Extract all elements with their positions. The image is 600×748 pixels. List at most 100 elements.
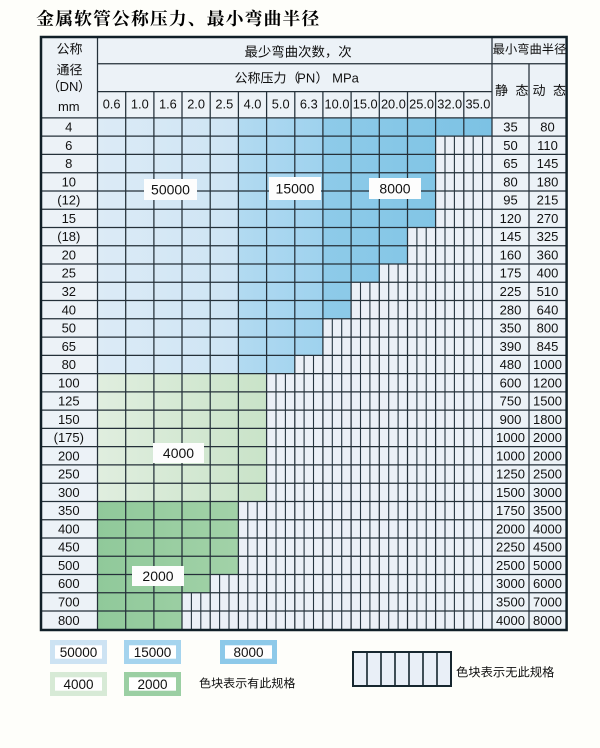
svg-text:300: 300 — [58, 485, 80, 500]
svg-text:3000: 3000 — [496, 576, 525, 591]
svg-text:1200: 1200 — [533, 375, 562, 390]
svg-text:2000: 2000 — [142, 568, 173, 584]
svg-text:25.0: 25.0 — [409, 97, 434, 112]
svg-text:2000: 2000 — [496, 521, 525, 536]
svg-text:25: 25 — [62, 266, 76, 281]
svg-text:4000: 4000 — [63, 677, 93, 692]
svg-text:1800: 1800 — [533, 412, 562, 427]
svg-text:6: 6 — [65, 138, 72, 153]
svg-text:2500: 2500 — [533, 467, 562, 482]
svg-text:3500: 3500 — [533, 503, 562, 518]
svg-text:145: 145 — [537, 156, 559, 171]
svg-text:6.3: 6.3 — [300, 97, 318, 112]
svg-text:120: 120 — [500, 211, 522, 226]
svg-text:6000: 6000 — [533, 576, 562, 591]
svg-text:900: 900 — [500, 412, 522, 427]
svg-text:DN: DN — [60, 79, 79, 94]
svg-text:800: 800 — [537, 321, 559, 336]
svg-text:50: 50 — [62, 321, 76, 336]
svg-text:8: 8 — [65, 156, 72, 171]
svg-text:350: 350 — [500, 321, 522, 336]
svg-text:390: 390 — [500, 339, 522, 354]
svg-text:95: 95 — [503, 193, 517, 208]
svg-text:360: 360 — [537, 248, 559, 263]
svg-text:10: 10 — [62, 174, 76, 189]
svg-text:4500: 4500 — [533, 540, 562, 555]
svg-text:40: 40 — [62, 302, 76, 317]
svg-text:PN: PN — [297, 71, 315, 86]
svg-text:80: 80 — [62, 357, 76, 372]
svg-text:2000: 2000 — [533, 430, 562, 445]
svg-text:15.0: 15.0 — [353, 97, 378, 112]
svg-text:1000: 1000 — [496, 448, 525, 463]
svg-text:65: 65 — [503, 156, 517, 171]
svg-text:270: 270 — [537, 211, 559, 226]
svg-text:250: 250 — [58, 467, 80, 482]
svg-text:480: 480 — [500, 357, 522, 372]
svg-text:80: 80 — [540, 120, 554, 135]
svg-text:1250: 1250 — [496, 467, 525, 482]
svg-text:180: 180 — [537, 174, 559, 189]
svg-text:500: 500 — [58, 558, 80, 573]
svg-text:200: 200 — [58, 448, 80, 463]
svg-text:400: 400 — [58, 521, 80, 536]
svg-text:MPa: MPa — [332, 71, 360, 86]
svg-text:7000: 7000 — [533, 595, 562, 610]
svg-text:450: 450 — [58, 540, 80, 555]
svg-text:600: 600 — [500, 375, 522, 390]
svg-text:5000: 5000 — [533, 558, 562, 573]
svg-text:145: 145 — [500, 229, 522, 244]
svg-text:0.6: 0.6 — [103, 97, 121, 112]
svg-text:20.0: 20.0 — [381, 97, 406, 112]
svg-text:280: 280 — [500, 302, 522, 317]
svg-text:225: 225 — [500, 284, 522, 299]
svg-text:35.0: 35.0 — [465, 97, 490, 112]
svg-text:510: 510 — [537, 284, 559, 299]
svg-text:(175): (175) — [54, 430, 84, 445]
svg-text:15000: 15000 — [134, 645, 172, 660]
svg-text:600: 600 — [58, 576, 80, 591]
svg-text:350: 350 — [58, 503, 80, 518]
svg-text:32: 32 — [62, 284, 76, 299]
svg-text:1.6: 1.6 — [159, 97, 177, 112]
svg-text:50000: 50000 — [151, 182, 190, 198]
svg-text:640: 640 — [537, 302, 559, 317]
svg-text:3500: 3500 — [496, 595, 525, 610]
svg-text:50000: 50000 — [60, 645, 98, 660]
svg-text:10.0: 10.0 — [325, 97, 350, 112]
svg-text:20: 20 — [62, 248, 76, 263]
svg-text:8000: 8000 — [379, 181, 410, 197]
svg-text:15: 15 — [62, 211, 76, 226]
svg-text:8000: 8000 — [233, 645, 263, 660]
svg-text:mm: mm — [58, 99, 80, 114]
svg-text:(12): (12) — [57, 193, 80, 208]
svg-text:4: 4 — [65, 120, 72, 135]
svg-text:3000: 3000 — [533, 485, 562, 500]
svg-text:1000: 1000 — [533, 357, 562, 372]
svg-text:100: 100 — [58, 375, 80, 390]
svg-text:700: 700 — [58, 595, 80, 610]
svg-text:8000: 8000 — [533, 613, 562, 628]
svg-text:325: 325 — [537, 229, 559, 244]
svg-text:400: 400 — [537, 266, 559, 281]
svg-text:175: 175 — [500, 266, 522, 281]
svg-text:50: 50 — [503, 138, 517, 153]
svg-text:1.0: 1.0 — [131, 97, 149, 112]
svg-text:160: 160 — [500, 248, 522, 263]
svg-text:845: 845 — [537, 339, 559, 354]
svg-text:2000: 2000 — [137, 677, 167, 692]
svg-text:4000: 4000 — [163, 445, 194, 461]
svg-text:65: 65 — [62, 339, 76, 354]
svg-text:80: 80 — [503, 174, 517, 189]
svg-text:1500: 1500 — [533, 394, 562, 409]
svg-text:(18): (18) — [57, 229, 80, 244]
svg-text:1500: 1500 — [496, 485, 525, 500]
svg-text:4.0: 4.0 — [244, 97, 262, 112]
svg-text:5.0: 5.0 — [272, 97, 290, 112]
svg-text:750: 750 — [500, 394, 522, 409]
svg-text:1000: 1000 — [496, 430, 525, 445]
svg-text:110: 110 — [537, 138, 558, 153]
svg-text:125: 125 — [58, 394, 80, 409]
svg-text:15000: 15000 — [276, 181, 315, 197]
svg-text:215: 215 — [537, 193, 559, 208]
